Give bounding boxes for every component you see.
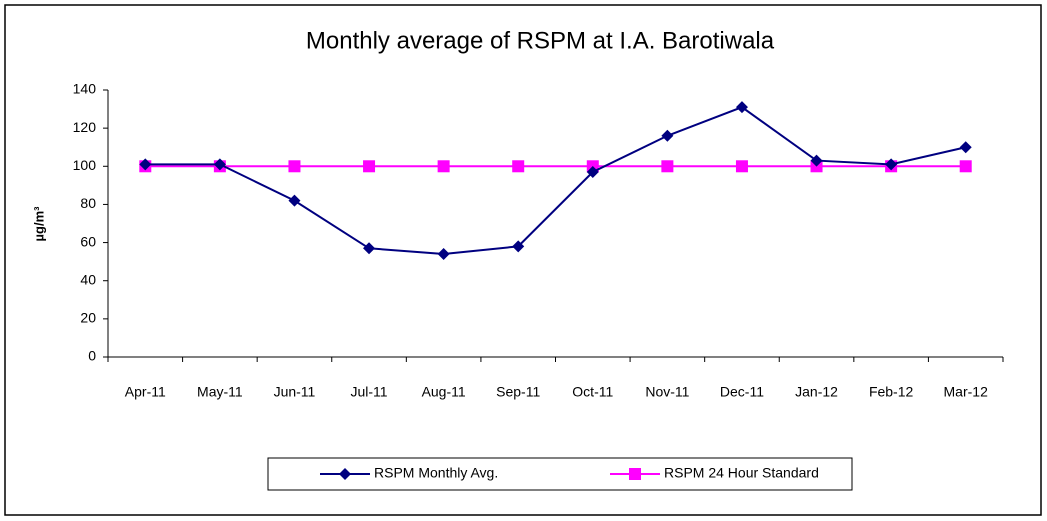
- marker: [139, 158, 152, 171]
- y-axis-label: µg/m³: [31, 206, 46, 242]
- marker: [512, 160, 525, 173]
- y-tick-label: 20: [80, 310, 96, 326]
- x-tick-label: Sep-11: [496, 384, 540, 400]
- legend-label: RSPM 24 Hour Standard: [664, 465, 819, 481]
- x-tick-label: Jun-11: [274, 384, 316, 400]
- x-tick-label: Mar-12: [944, 384, 989, 400]
- y-tick-label: 100: [73, 157, 97, 173]
- marker: [363, 242, 376, 255]
- y-tick-label: 80: [80, 195, 96, 211]
- marker: [512, 240, 525, 253]
- marker: [213, 158, 226, 171]
- x-tick-label: Oct-11: [572, 384, 613, 400]
- chart-border: [4, 4, 1042, 516]
- marker: [288, 160, 301, 173]
- marker: [629, 468, 641, 480]
- marker: [661, 160, 674, 173]
- marker: [288, 194, 301, 207]
- y-tick-label: 60: [80, 233, 96, 249]
- marker: [959, 160, 972, 173]
- marker: [339, 468, 351, 480]
- x-tick-label: Jan-12: [795, 384, 838, 400]
- marker: [661, 129, 674, 142]
- x-tick-label: Aug-11: [422, 384, 466, 400]
- marker: [363, 160, 376, 173]
- y-tick-label: 0: [88, 348, 96, 364]
- marker: [885, 158, 898, 171]
- y-tick-label: 140: [73, 81, 97, 97]
- marker: [437, 248, 450, 261]
- x-tick-label: Apr-11: [125, 384, 166, 400]
- x-tick-label: May-11: [197, 384, 243, 400]
- x-tick-label: Jul-11: [350, 384, 387, 400]
- marker: [959, 141, 972, 154]
- chart-title: Monthly average of RSPM at I.A. Barotiwa…: [306, 27, 775, 54]
- legend-label: RSPM Monthly Avg.: [374, 465, 498, 481]
- marker: [810, 154, 823, 167]
- x-tick-label: Feb-12: [869, 384, 914, 400]
- marker: [735, 101, 748, 114]
- y-tick-label: 40: [80, 271, 96, 287]
- marker: [586, 166, 599, 179]
- marker: [437, 160, 450, 173]
- marker: [735, 160, 748, 173]
- series-line: [145, 106, 966, 256]
- x-tick-label: Dec-11: [720, 384, 764, 400]
- y-tick-label: 120: [73, 119, 97, 135]
- x-tick-label: Nov-11: [645, 384, 689, 400]
